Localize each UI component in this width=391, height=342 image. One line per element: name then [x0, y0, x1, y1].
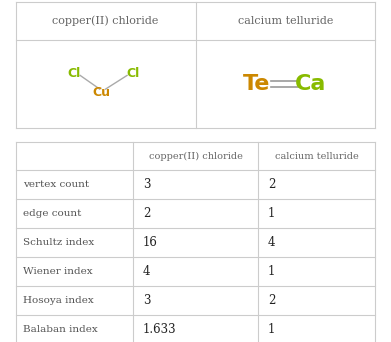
Text: vertex count: vertex count	[23, 180, 90, 189]
Text: 1: 1	[268, 265, 275, 278]
Text: Cl: Cl	[68, 67, 81, 80]
Text: 3: 3	[143, 294, 150, 307]
Text: 2: 2	[268, 178, 275, 191]
Text: 3: 3	[143, 178, 150, 191]
Text: 1: 1	[268, 207, 275, 220]
Text: 2: 2	[143, 207, 150, 220]
Text: 4: 4	[268, 236, 275, 249]
Text: Wiener index: Wiener index	[23, 267, 93, 276]
Text: Te: Te	[242, 74, 270, 94]
Text: 4: 4	[143, 265, 150, 278]
Text: Cu: Cu	[93, 86, 111, 99]
Text: 16: 16	[143, 236, 158, 249]
Text: Hosoya index: Hosoya index	[23, 296, 94, 305]
Text: 1.633: 1.633	[143, 323, 176, 336]
Text: Schultz index: Schultz index	[23, 238, 95, 247]
Text: 1: 1	[268, 323, 275, 336]
Text: Ca: Ca	[295, 74, 326, 94]
Text: 2: 2	[268, 294, 275, 307]
Text: calcium telluride: calcium telluride	[238, 16, 333, 26]
Text: calcium telluride: calcium telluride	[275, 152, 359, 160]
Text: edge count: edge count	[23, 209, 82, 218]
Text: Cl: Cl	[126, 67, 140, 80]
Text: copper(II) chloride: copper(II) chloride	[52, 15, 159, 26]
Text: Balaban index: Balaban index	[23, 325, 98, 334]
Text: copper(II) chloride: copper(II) chloride	[149, 152, 242, 161]
